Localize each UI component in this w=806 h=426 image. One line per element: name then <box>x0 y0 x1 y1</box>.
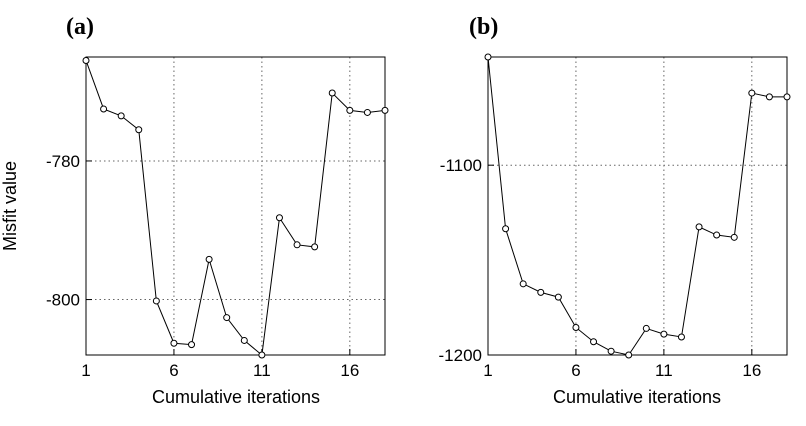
data-point <box>590 338 598 346</box>
y-tick-label: -1100 <box>440 156 482 175</box>
x-axis-title-b: Cumulative iterations <box>553 387 721 407</box>
data-point <box>607 347 615 355</box>
x-tick-label: 6 <box>571 361 580 380</box>
data-point <box>188 341 196 349</box>
panel-label-a: (a) <box>66 14 94 40</box>
y-tick-label: -800 <box>46 291 80 310</box>
data-point <box>642 324 650 332</box>
data-point <box>258 351 266 359</box>
data-point <box>311 243 319 251</box>
data-point <box>82 56 90 64</box>
series-line-a <box>85 60 386 356</box>
plot-frame-a <box>85 56 386 356</box>
plot-frame-b <box>487 56 788 356</box>
x-tick-label: 1 <box>81 361 90 380</box>
data-point <box>730 233 738 241</box>
data-point <box>328 89 336 97</box>
data-point <box>765 93 773 101</box>
data-point <box>205 255 213 263</box>
data-point <box>240 336 248 344</box>
data-point <box>748 89 756 97</box>
data-point <box>100 105 108 113</box>
data-point <box>170 339 178 347</box>
x-tick-label: 11 <box>253 361 271 380</box>
data-point <box>135 126 143 134</box>
y-tick-label: -780 <box>46 152 80 171</box>
data-point <box>537 288 545 296</box>
x-tick-label: 16 <box>742 361 761 380</box>
y-axis-title: Misfit value <box>0 161 20 251</box>
data-point <box>625 351 633 359</box>
data-point <box>484 53 492 61</box>
data-point <box>117 112 125 120</box>
data-point <box>152 297 160 305</box>
data-point <box>695 223 703 231</box>
panel-label-b: (b) <box>469 14 498 40</box>
chart-panel-b: 1 6 11 16-1100-1200 <box>439 53 791 380</box>
data-point <box>783 93 791 101</box>
chart-panel-a: 1 6 11 16-780-800 <box>46 56 389 380</box>
data-point <box>502 225 510 233</box>
x-tick-label: 6 <box>169 361 178 380</box>
x-axis-title-a: Cumulative iterations <box>152 387 320 407</box>
x-tick-label: 1 <box>483 361 492 380</box>
x-tick-label: 16 <box>340 361 359 380</box>
data-point <box>554 293 562 301</box>
data-point <box>223 314 231 322</box>
series-line-b <box>487 56 787 356</box>
data-point <box>293 241 301 249</box>
data-point <box>381 106 389 114</box>
data-point <box>275 214 283 222</box>
data-point <box>519 280 527 288</box>
data-point <box>346 106 354 114</box>
y-tick-label: -1200 <box>439 346 482 365</box>
data-point <box>677 333 685 341</box>
data-point <box>660 330 668 338</box>
data-point <box>363 108 371 116</box>
x-tick-label: 11 <box>655 361 673 380</box>
data-point <box>713 231 721 239</box>
data-point <box>572 323 580 331</box>
